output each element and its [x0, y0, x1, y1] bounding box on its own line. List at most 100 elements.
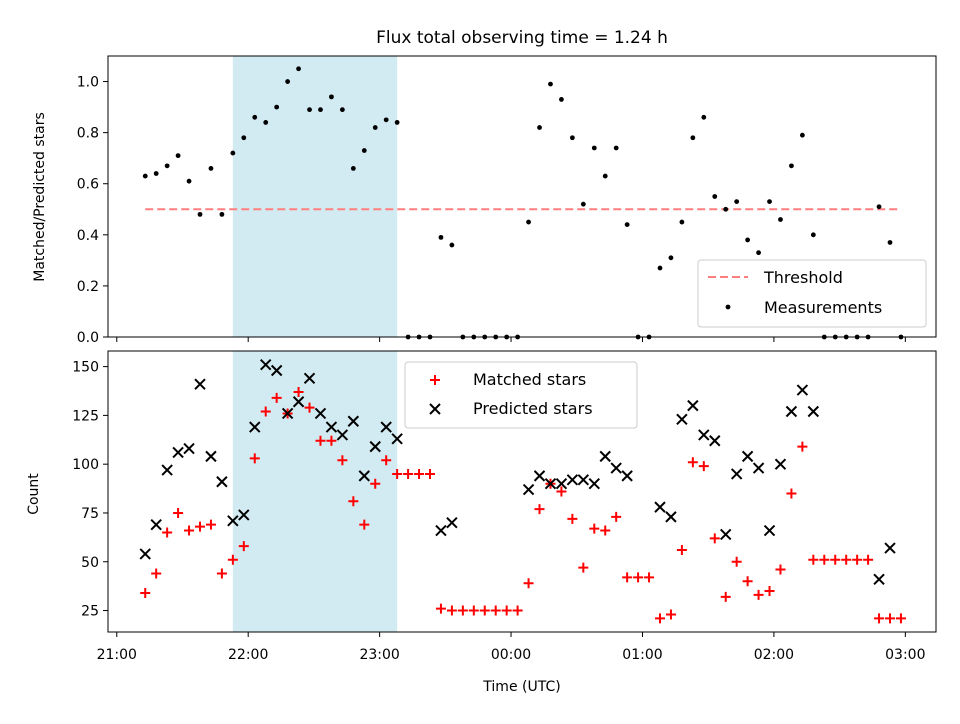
matched-star-marker — [249, 453, 260, 464]
chart-title: Flux total observing time = 1.24 h — [376, 28, 668, 48]
predicted-star-marker — [314, 407, 327, 420]
x-tick-label: 01:00 — [622, 647, 662, 663]
legend-measurements-swatch — [725, 304, 731, 310]
measurement-point — [723, 206, 729, 212]
measurement-point — [690, 135, 696, 141]
predicted-star-marker — [369, 440, 381, 453]
y-tick-label: 1.0 — [77, 75, 99, 91]
predicted-star-marker — [336, 429, 349, 441]
matched-star-marker — [414, 468, 425, 479]
measurement-point — [438, 234, 444, 240]
predicted-star-marker — [183, 442, 195, 455]
x-tick-label: 02:00 — [754, 647, 794, 663]
bottom-panel: 25 50 75 100 125 150 21:00 22:00 23:00 00:00 01:00… — [72, 350, 937, 663]
matched-star-marker — [709, 533, 720, 544]
matched-star-marker — [665, 609, 676, 620]
matched-star-marker — [775, 564, 786, 575]
measurement-point — [548, 81, 553, 87]
matched-star-marker — [195, 521, 205, 532]
matched-star-marker — [359, 519, 370, 530]
predicted-star-marker — [588, 477, 600, 490]
y-tick-label: 0.2 — [77, 279, 99, 295]
matched-star-marker — [852, 554, 863, 565]
measurement-point — [208, 166, 214, 171]
legend-measurements-label: Measurements — [764, 298, 882, 317]
measurement-point — [329, 94, 334, 100]
measurement-point — [263, 120, 269, 125]
matched-star-marker — [600, 525, 611, 536]
measurement-point — [701, 114, 707, 120]
matched-star-marker — [205, 519, 216, 530]
predicted-star-marker — [292, 396, 305, 408]
predicted-star-marker — [752, 462, 765, 474]
top-axes-frame — [107, 55, 937, 338]
matched-star-marker — [742, 576, 753, 587]
predicted-star-marker — [435, 524, 447, 537]
matched-star-marker — [238, 541, 249, 552]
matched-star-marker — [655, 613, 665, 624]
y-tick-label: 100 — [72, 457, 99, 473]
matched-star-marker — [589, 523, 600, 534]
predicted-star-marker — [796, 384, 809, 396]
measurement-point — [252, 114, 258, 120]
matched-star-marker — [644, 572, 655, 583]
y-tick-label: 0.0 — [77, 330, 99, 346]
predicted-star-marker — [621, 470, 633, 482]
matched-star-marker — [523, 578, 534, 589]
matched-star-marker — [479, 605, 490, 616]
predicted-star-marker — [566, 474, 579, 486]
measurement-point — [668, 255, 674, 261]
y-tick-label: 25 — [81, 604, 99, 620]
measurement-point — [186, 178, 192, 184]
predicted-star-marker — [873, 573, 885, 586]
matched-star-marker — [786, 488, 797, 499]
predicted-star-marker — [785, 405, 798, 418]
measurement-point — [756, 250, 761, 256]
predicted-star-marker — [227, 515, 239, 527]
x-tick-label: 03:00 — [885, 647, 925, 663]
predicted-star-marker — [391, 433, 403, 445]
predicted-star-marker — [741, 450, 754, 463]
matched-star-marker — [173, 507, 184, 518]
measurement-point — [734, 199, 740, 205]
matched-star-marker — [698, 461, 709, 472]
matched-star-marker — [797, 441, 808, 452]
matched-star-marker — [819, 554, 830, 565]
observing-window-span — [232, 351, 398, 632]
predicted-star-marker — [730, 468, 743, 480]
x-tick-label: 21:00 — [97, 647, 137, 663]
measurement-point — [164, 163, 170, 169]
matched-star-marker — [501, 605, 512, 616]
predicted-star-marker — [216, 476, 228, 488]
predicted-star-marker — [807, 405, 820, 418]
matched-star-marker — [446, 605, 457, 616]
matched-star-marker — [895, 613, 906, 624]
y-tick-label: 0.8 — [77, 126, 99, 142]
matched-star-marker — [863, 554, 874, 565]
matched-star-marker — [381, 455, 392, 466]
matched-star-marker — [753, 589, 764, 600]
measurement-point — [394, 120, 400, 125]
measurement-point — [876, 204, 882, 210]
x-tick-label: 23:00 — [359, 647, 399, 663]
bottom-y-axis-label: Count — [26, 473, 42, 515]
measurement-point — [339, 107, 345, 113]
measurement-point — [569, 135, 575, 141]
measurement-point — [274, 104, 280, 110]
matched-star-marker — [271, 392, 282, 403]
measurement-point — [613, 145, 619, 151]
matched-star-marker — [216, 568, 227, 579]
matched-star-marker — [227, 554, 238, 565]
matched-star-marker — [457, 605, 468, 616]
matched-star-marker — [468, 605, 479, 616]
matched-star-marker — [720, 591, 731, 602]
matched-star-marker — [151, 568, 162, 579]
measurement-point — [383, 117, 389, 123]
measurement-point — [142, 173, 148, 179]
matched-star-marker — [184, 525, 195, 536]
measurement-point — [296, 66, 301, 72]
predicted-star-marker — [555, 477, 568, 490]
predicted-star-marker — [577, 474, 590, 486]
matched-star-marker — [841, 554, 852, 565]
